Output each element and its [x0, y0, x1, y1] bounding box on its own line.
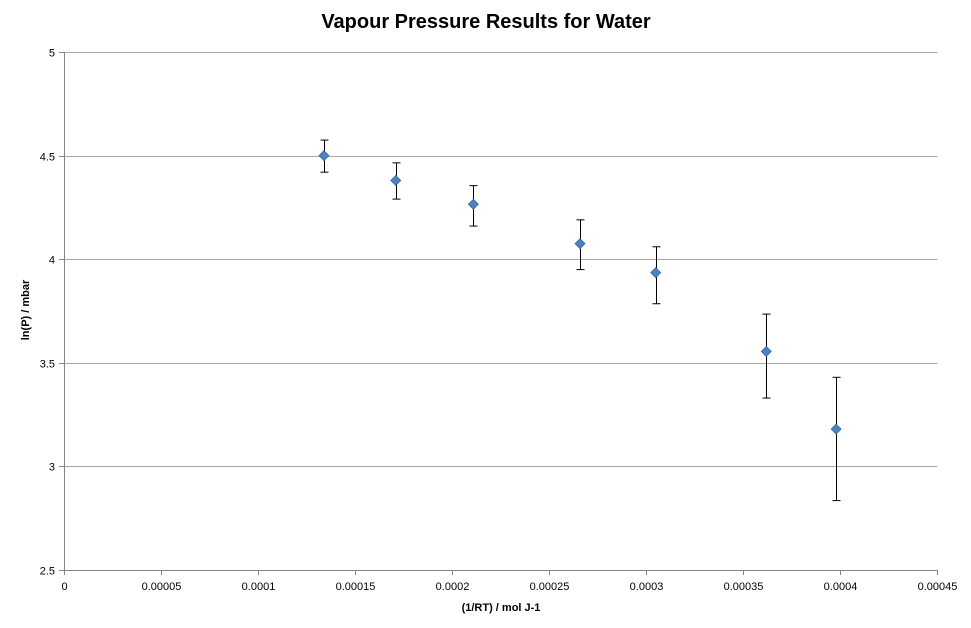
data-point — [467, 198, 479, 210]
x-tick-label: 0 — [61, 581, 67, 593]
y-axis-label: ln(P) / mbar — [20, 279, 32, 340]
data-point — [574, 238, 586, 250]
y-tick-label: 5 — [49, 48, 55, 60]
x-tick-label: 0.0004 — [824, 581, 858, 593]
y-tick-label: 4 — [49, 255, 55, 267]
x-tick-label: 0.0001 — [242, 581, 276, 593]
x-tick-label: 0.00005 — [142, 581, 182, 593]
y-tick-label: 3.5 — [40, 359, 55, 371]
x-tick-label: 0.00015 — [336, 581, 376, 593]
x-tick-label: 0.00035 — [724, 581, 764, 593]
y-tick-label: 2.5 — [40, 566, 55, 578]
y-tick-label: 4.5 — [40, 152, 55, 164]
data-points — [318, 150, 842, 435]
error-bars — [320, 139, 841, 502]
x-tick-label: 0.0002 — [436, 581, 470, 593]
y-tick-label: 3 — [49, 462, 55, 474]
data-point — [830, 423, 842, 435]
x-tick-label: 0.00045 — [918, 581, 958, 593]
x-axis-label: (1/RT) / mol J-1 — [462, 602, 541, 614]
gridlines — [64, 52, 937, 467]
data-point — [318, 150, 330, 162]
x-tick-labels: 0 0.00005 0.0001 0.00015 0.0002 0.00025 0.0003… — [61, 581, 957, 593]
chart-title: Vapour Pressure Results for Water — [321, 11, 651, 33]
data-point — [650, 267, 662, 279]
data-point — [760, 345, 772, 357]
y-tick-labels: 2.5 3 3.5 4 4.5 5 — [40, 48, 55, 578]
axes — [59, 52, 938, 575]
data-point — [390, 174, 402, 187]
x-tick-label: 0.0003 — [630, 581, 664, 593]
x-tick-label: 0.00025 — [530, 581, 570, 593]
